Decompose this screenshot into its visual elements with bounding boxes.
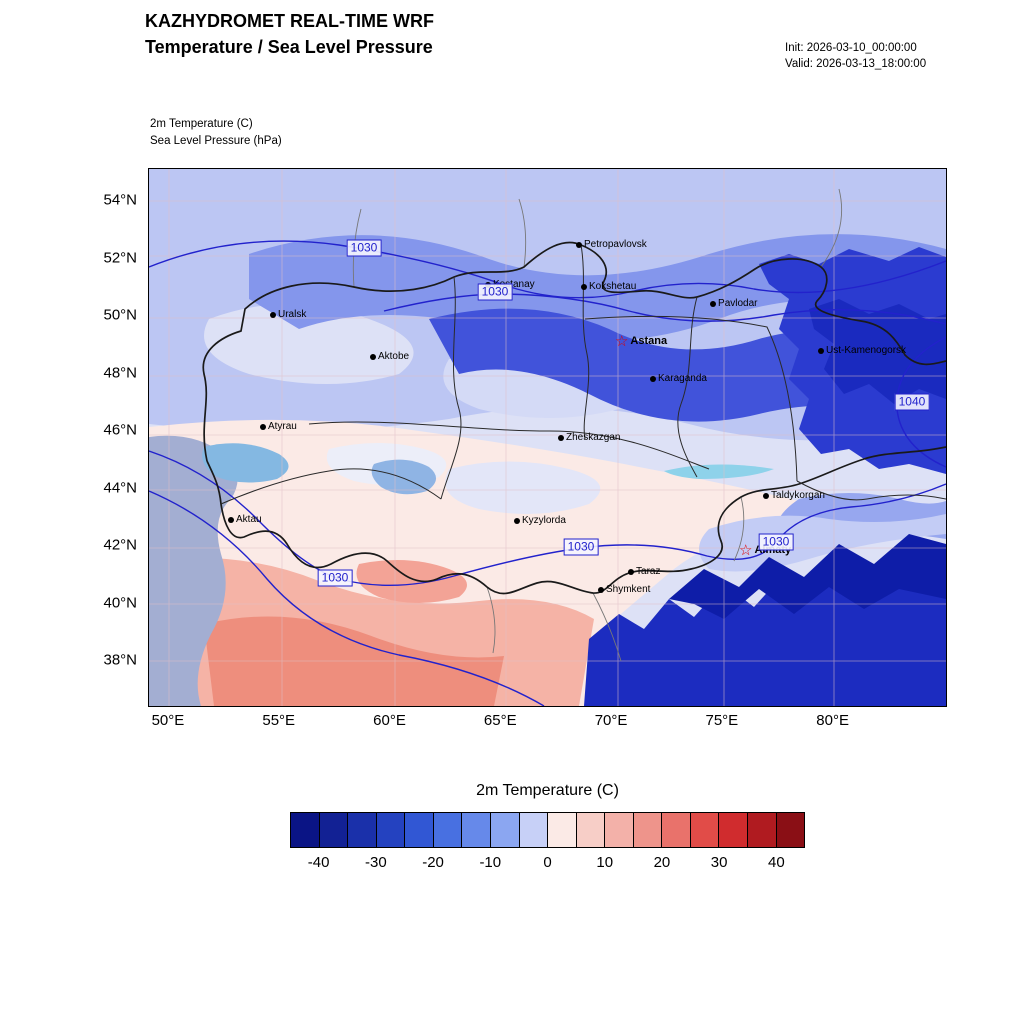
- colorbar-segment-8: [519, 813, 549, 847]
- lat-tick-46n: 46°N: [103, 421, 137, 439]
- lon-tick-80e: 80°E: [816, 712, 849, 729]
- lon-tick-50e: 50°E: [151, 712, 185, 729]
- colorbar-tick--10: -10: [479, 854, 502, 871]
- graticule: [149, 169, 946, 706]
- weather-field-svg: [149, 169, 946, 706]
- colorbar-tick--20: -20: [422, 854, 444, 871]
- colorbar-segment-14: [690, 813, 720, 847]
- lat-tick-48n: 48°N: [103, 364, 137, 382]
- colorbar-tick-20: 20: [653, 854, 671, 871]
- lat-tick-42n: 42°N: [103, 536, 137, 554]
- colorbar-segment-0: [291, 813, 320, 847]
- colorbar-segment-17: [776, 813, 805, 847]
- colorbar-tick-10: 10: [596, 854, 614, 871]
- colorbar-tick-0: 0: [543, 854, 552, 871]
- longitude-axis: 50°E 55°E 60°E 65°E 70°E 75°E 80°E: [148, 712, 945, 734]
- lat-tick-44n: 44°N: [103, 479, 137, 497]
- colorbar-segment-12: [633, 813, 663, 847]
- lon-tick-65e: 65°E: [483, 712, 517, 729]
- title-block: KAZHYDROMET REAL-TIME WRF Temperature / …: [145, 8, 434, 60]
- colorbar-tick--40: -40: [307, 854, 330, 871]
- colorbar-segment-9: [548, 813, 577, 847]
- colorbar-segment-2: [348, 813, 377, 847]
- colorbar-tick-30: 30: [710, 854, 728, 871]
- colorbar-segment-11: [605, 813, 634, 847]
- colorbar-tick--30: -30: [365, 854, 387, 871]
- latitude-axis: 54°N 52°N 50°N 48°N 46°N 44°N 42°N 40°N 38°N: [57, 168, 137, 705]
- colorbar-segment-3: [376, 813, 406, 847]
- lat-tick-54n: 54°N: [103, 191, 137, 209]
- colorbar-segment-1: [319, 813, 349, 847]
- colorbar-segment-13: [662, 813, 691, 847]
- init-time: Init: 2026-03-10_00:00:00: [785, 42, 917, 54]
- colorbar-title: 2m Temperature (C): [476, 782, 619, 799]
- lat-tick-50n: 50°N: [103, 306, 137, 324]
- colorbar-segment-5: [433, 813, 463, 847]
- colorbar-segment-10: [576, 813, 606, 847]
- colorbar-segment-7: [490, 813, 520, 847]
- lon-tick-55e: 55°E: [262, 712, 296, 729]
- lon-tick-75e: 75°E: [705, 712, 739, 729]
- lat-tick-52n: 52°N: [103, 249, 137, 267]
- lon-tick-70e: 70°E: [594, 712, 628, 729]
- colorbar-segment-6: [462, 813, 491, 847]
- field-label-temperature: 2m Temperature (C): [150, 118, 253, 130]
- colorbar-tick-40: 40: [768, 854, 785, 871]
- lon-tick-60e: 60°E: [373, 712, 406, 729]
- colorbar-segment-16: [748, 813, 777, 847]
- field-label-pressure: Sea Level Pressure (hPa): [150, 135, 282, 147]
- map-canvas: Petropavlovsk Kostanay Kokshetau Pavlodar Ur…: [148, 168, 947, 707]
- run-info: Init: 2026-03-10_00:00:00 Valid: 2026-03…: [785, 40, 926, 72]
- temperature-field: [149, 169, 946, 706]
- admin-borders: [202, 241, 946, 595]
- colorbar: [290, 812, 805, 848]
- lat-tick-38n: 38°N: [103, 651, 137, 669]
- field-labels: 2m Temperature (C) Sea Level Pressure (h…: [150, 116, 282, 150]
- colorbar-tick-labels: -40 -30 -20 -10 0 10 20 30 40: [290, 854, 805, 876]
- page-title: KAZHYDROMET REAL-TIME WRF: [145, 11, 434, 31]
- lat-tick-40n: 40°N: [103, 594, 137, 612]
- colorbar-segment-4: [405, 813, 434, 847]
- colorbar-segment-15: [719, 813, 748, 847]
- page-subtitle: Temperature / Sea Level Pressure: [145, 37, 433, 57]
- valid-time: Valid: 2026-03-13_18:00:00: [785, 58, 927, 70]
